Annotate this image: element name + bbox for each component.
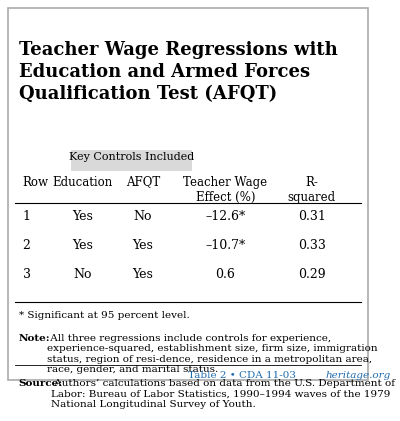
Text: Table 2 • CDA 11-03: Table 2 • CDA 11-03 (188, 370, 306, 380)
Text: Key Controls Included: Key Controls Included (69, 152, 194, 162)
Text: Source:: Source: (19, 379, 63, 389)
Text: Note:: Note: (19, 334, 50, 343)
Text: –12.6*: –12.6* (205, 210, 246, 223)
Text: * Significant at 95 percent level.: * Significant at 95 percent level. (19, 311, 190, 320)
Text: 3: 3 (22, 268, 30, 281)
Text: 0.31: 0.31 (298, 210, 326, 223)
Text: –10.7*: –10.7* (205, 239, 246, 252)
Text: Authors’ calculations based on data from the U.S. Department of Labor: Bureau of: Authors’ calculations based on data from… (51, 379, 395, 409)
Text: No: No (134, 210, 152, 223)
Text: Teacher Wage
Effect (%): Teacher Wage Effect (%) (183, 176, 268, 204)
Text: 0.33: 0.33 (298, 239, 326, 252)
Text: Yes: Yes (132, 268, 153, 281)
Text: heritage.org: heritage.org (325, 370, 390, 380)
Text: All three regressions include controls for experience, experience-squared, estab: All three regressions include controls f… (47, 334, 378, 374)
Text: 0.29: 0.29 (298, 268, 326, 281)
Text: Yes: Yes (132, 239, 153, 252)
Text: AFQT: AFQT (126, 176, 160, 189)
Text: Yes: Yes (72, 210, 93, 223)
Bar (71, 150, 192, 171)
Text: R-
squared: R- squared (288, 176, 336, 204)
Text: Education: Education (52, 176, 113, 189)
Text: Row: Row (22, 176, 48, 189)
Text: 0.6: 0.6 (216, 268, 235, 281)
Text: Yes: Yes (72, 239, 93, 252)
Text: 2: 2 (22, 239, 30, 252)
Text: 1: 1 (22, 210, 30, 223)
Text: Teacher Wage Regressions with
Education and Armed Forces
Qualification Test (AFQ: Teacher Wage Regressions with Education … (19, 41, 338, 103)
Text: No: No (74, 268, 92, 281)
